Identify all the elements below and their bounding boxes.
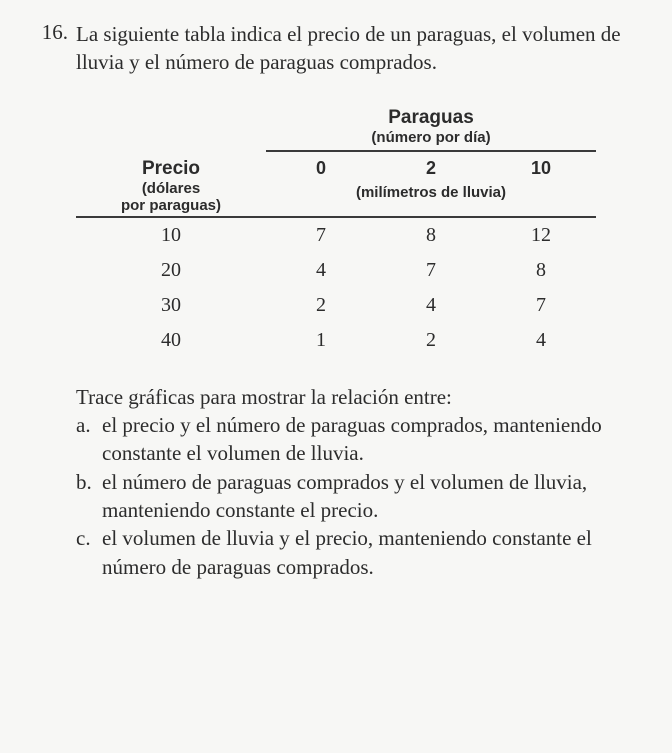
data-cell: 4 <box>486 329 596 352</box>
data-cell: 4 <box>376 294 486 317</box>
price-cell: 40 <box>76 329 266 352</box>
table-row: 10 7 8 12 <box>76 218 596 253</box>
item-letter: b. <box>76 468 102 525</box>
item-letter: a. <box>76 411 102 468</box>
data-cell: 8 <box>376 224 486 247</box>
data-cell: 7 <box>486 294 596 317</box>
sub-item: b. el número de paraguas comprados y el … <box>76 468 632 525</box>
data-cell: 8 <box>486 259 596 282</box>
item-text: el precio y el número de paraguas compra… <box>102 411 632 468</box>
header-paraguas-sub: (número por día) <box>266 129 596 146</box>
table-header-top: Paraguas (número por día) <box>76 107 596 152</box>
table-row: 20 4 7 8 <box>76 253 596 288</box>
data-cell: 1 <box>266 329 376 352</box>
header-precio: Precio <box>76 158 266 180</box>
col-sub: (milímetros de lluvia) <box>266 182 596 214</box>
data-cell: 2 <box>376 329 486 352</box>
question-number: 16. <box>20 20 76 45</box>
table-header-mid: Precio (dólares por paraguas) 0 2 10 (mi… <box>76 158 596 214</box>
header-paraguas: Paraguas <box>266 107 596 129</box>
data-table: Paraguas (número por día) Precio (dólare… <box>76 107 596 358</box>
column-headers: 0 2 10 <box>266 158 596 182</box>
price-cell: 30 <box>76 294 266 317</box>
header-precio-sub1: (dólares <box>76 180 266 197</box>
col-header-2: 10 <box>486 158 596 182</box>
table-row: 40 1 2 4 <box>76 323 596 358</box>
page: 16. La siguiente tabla indica el precio … <box>0 0 672 601</box>
sub-item: a. el precio y el número de paraguas com… <box>76 411 632 468</box>
item-text: el volumen de lluvia y el precio, manten… <box>102 524 632 581</box>
item-text: el número de paraguas comprados y el vol… <box>102 468 632 525</box>
question-row: 16. La siguiente tabla indica el precio … <box>20 20 632 77</box>
price-cell: 20 <box>76 259 266 282</box>
price-cell: 10 <box>76 224 266 247</box>
col-header-1: 2 <box>376 158 486 182</box>
item-letter: c. <box>76 524 102 581</box>
col-header-0: 0 <box>266 158 376 182</box>
data-cell: 7 <box>266 224 376 247</box>
question-text: La siguiente tabla indica el precio de u… <box>76 20 632 77</box>
instruction-text: Trace gráficas para mostrar la relación … <box>76 383 632 411</box>
sub-item: c. el volumen de lluvia y el precio, man… <box>76 524 632 581</box>
data-cell: 4 <box>266 259 376 282</box>
data-cell: 7 <box>376 259 486 282</box>
header-precio-sub2: por paraguas) <box>76 197 266 214</box>
table-row: 30 2 4 7 <box>76 288 596 323</box>
data-cell: 2 <box>266 294 376 317</box>
data-cell: 12 <box>486 224 596 247</box>
